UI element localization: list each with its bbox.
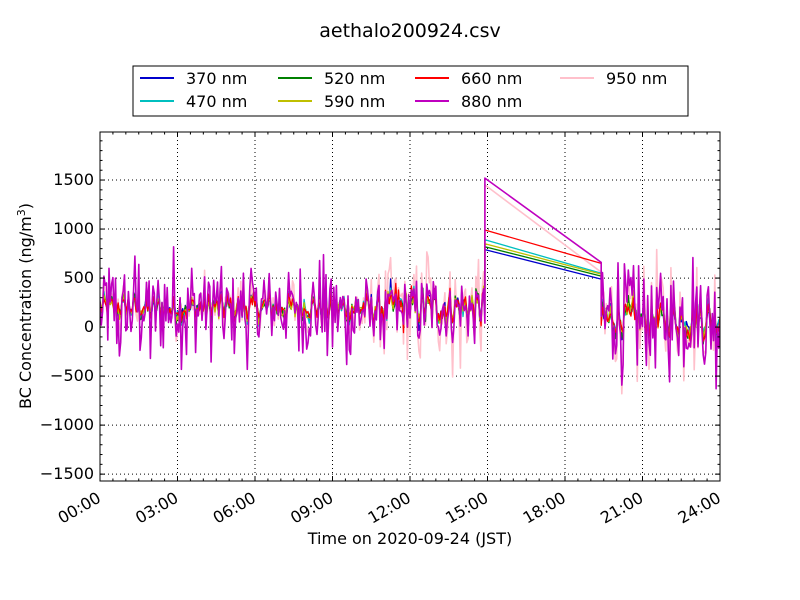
- x-tick-label: 21:00: [597, 488, 646, 528]
- legend-frame: [132, 65, 689, 117]
- y-axis-label: BC Concentration (ng/m3): [15, 203, 35, 409]
- legend-label: 470 nm: [186, 92, 247, 111]
- x-tick-label: 12:00: [365, 488, 414, 528]
- y-tick-label: −1000: [40, 415, 94, 434]
- legend: 370 nm 470 nm 520 nm 590 nm 660 nm 880 nm 950 …: [132, 65, 689, 117]
- x-tick-label: 15:00: [442, 488, 491, 528]
- y-axis-label-suffix: ): [16, 203, 35, 209]
- x-tick-label: 24:00: [675, 488, 724, 528]
- series-line-880nm: [100, 177, 720, 390]
- legend-label: 590 nm: [324, 92, 385, 111]
- y-tick-label: 1500: [53, 170, 94, 189]
- y-tick-label: −500: [50, 366, 94, 385]
- series-layer: [100, 177, 720, 395]
- legend-label: 950 nm: [606, 69, 667, 88]
- legend-label: 370 nm: [186, 69, 247, 88]
- legend-label: 660 nm: [461, 69, 522, 88]
- y-tick-label: 500: [63, 268, 94, 287]
- x-tick-label: 03:00: [132, 488, 181, 528]
- y-tick-label: 0: [84, 317, 94, 336]
- x-axis-label: Time on 2020-09-24 (JST): [307, 529, 512, 548]
- x-tick-label: 18:00: [520, 488, 569, 528]
- legend-label: 520 nm: [324, 69, 385, 88]
- chart-title: aethalo200924.csv: [319, 20, 501, 42]
- y-axis-label-sup: 3: [15, 209, 28, 216]
- y-tick-label: 1000: [53, 219, 94, 238]
- plot-frame: [99, 131, 721, 482]
- legend-label: 880 nm: [461, 92, 522, 111]
- y-tick-label: −1500: [40, 464, 94, 483]
- x-tick-label: 09:00: [287, 488, 336, 528]
- y-axis-label-prefix: BC Concentration (ng/m: [16, 216, 35, 409]
- x-tick-label: 00:00: [55, 488, 104, 528]
- x-tick-label: 06:00: [210, 488, 259, 528]
